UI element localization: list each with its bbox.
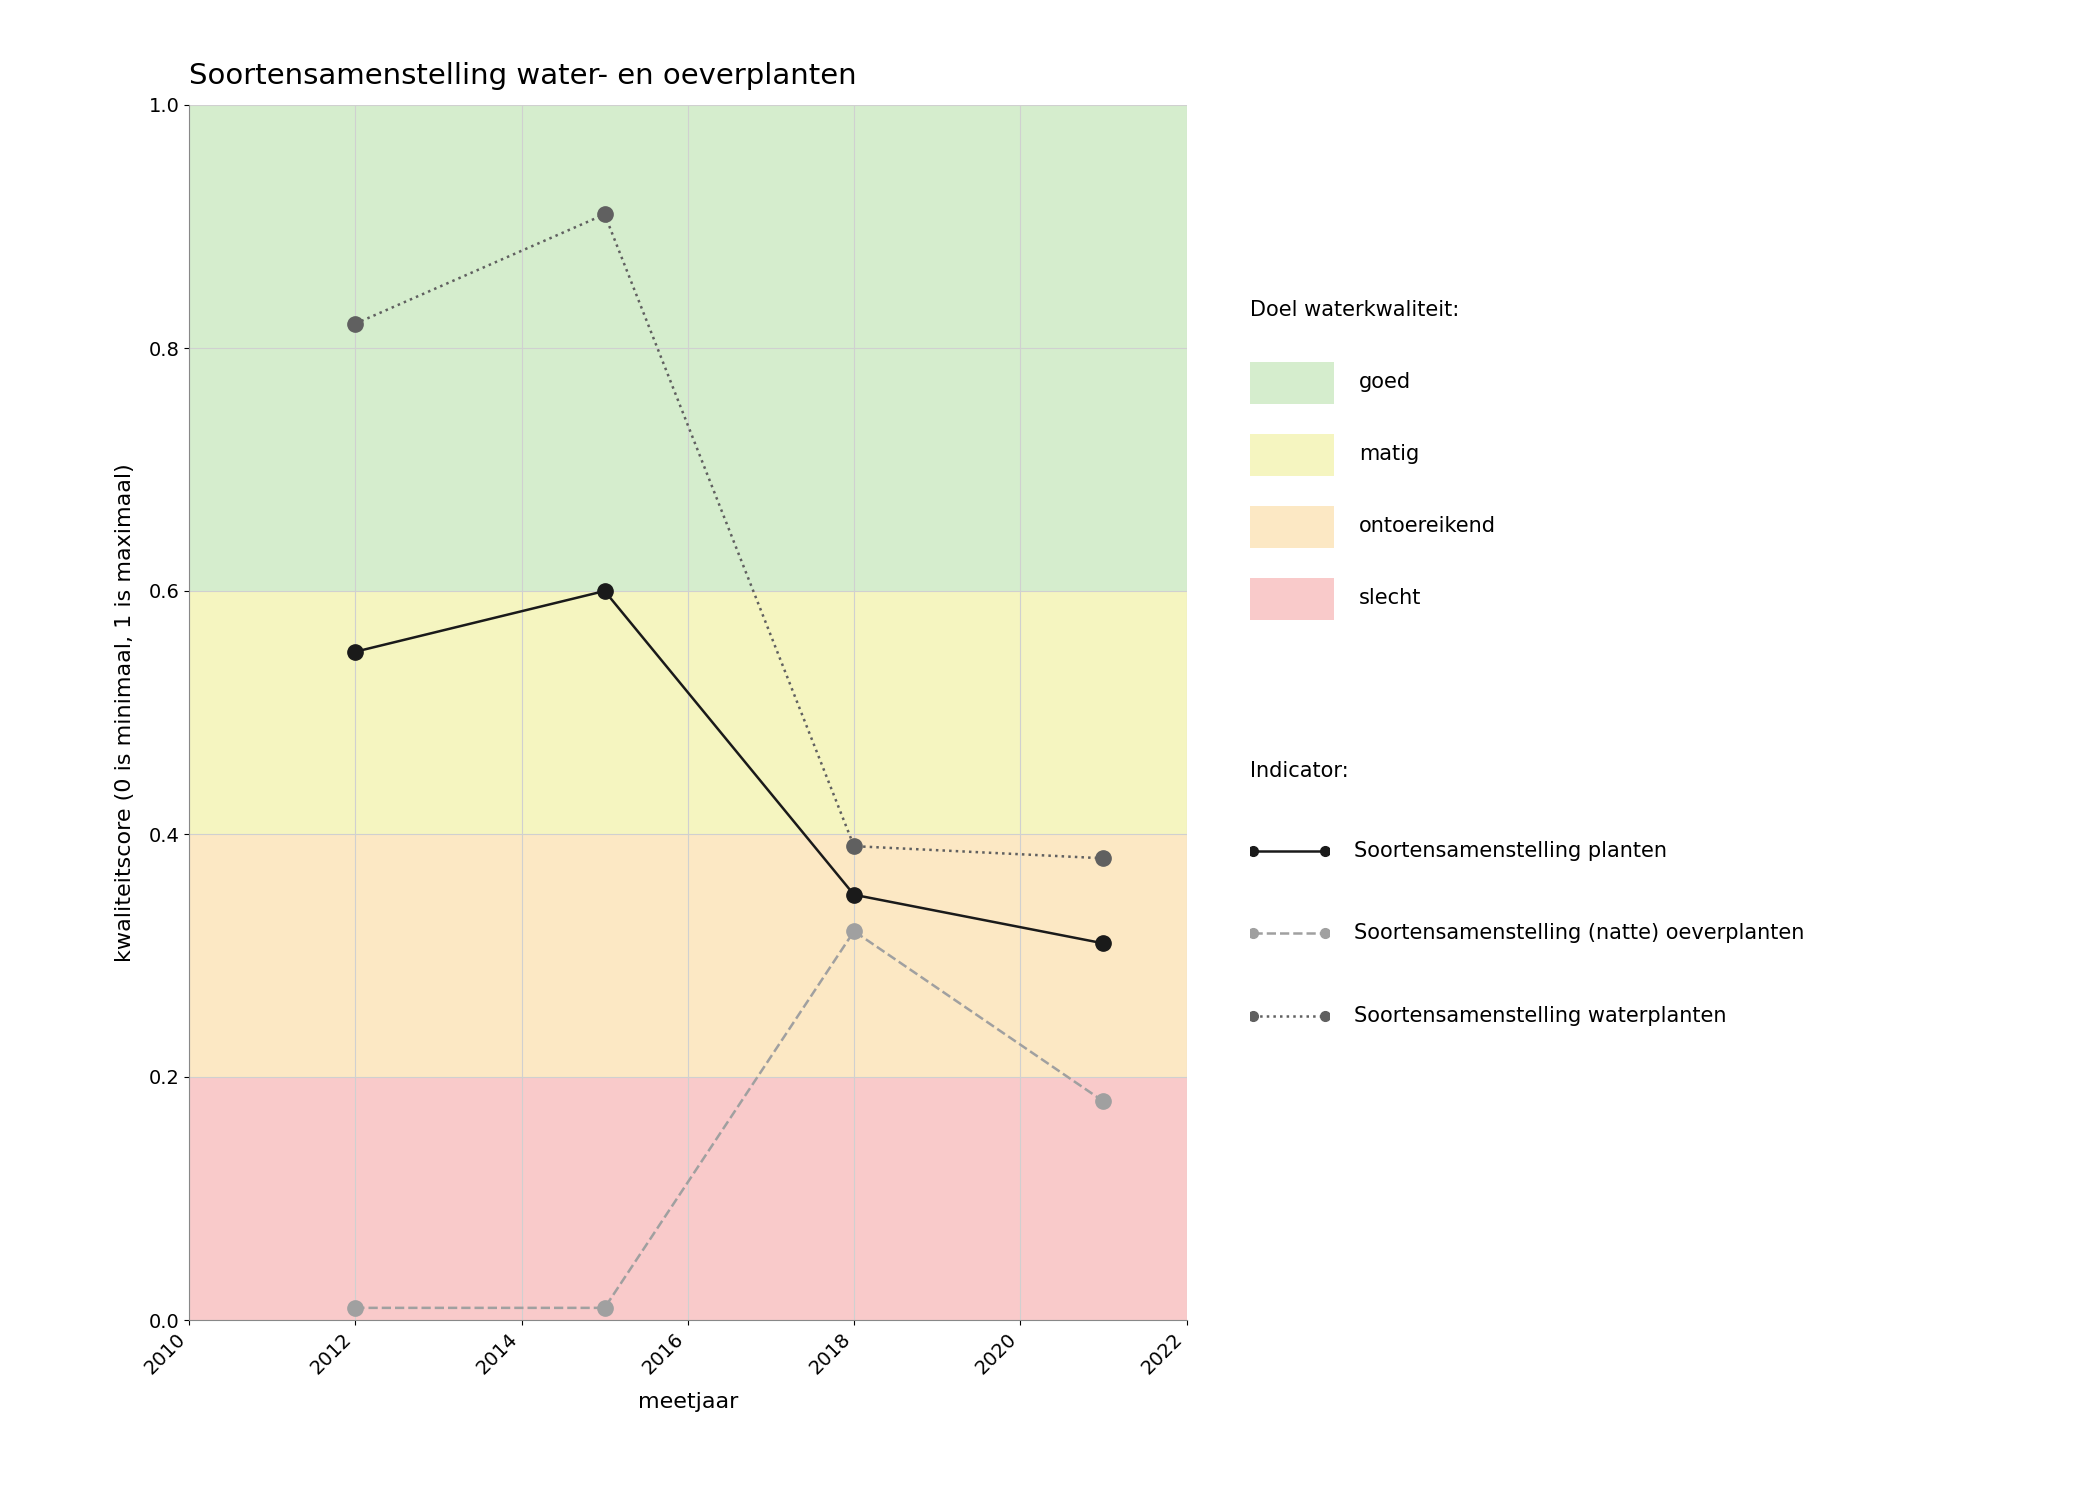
Text: Soortensamenstelling water- en oeverplanten: Soortensamenstelling water- en oeverplan… [189, 62, 857, 90]
Bar [189, 591, 1186, 834]
Bar [189, 834, 1186, 1077]
Text: slecht: slecht [1359, 588, 1422, 609]
Text: Soortensamenstelling waterplanten: Soortensamenstelling waterplanten [1354, 1005, 1726, 1026]
Text: matig: matig [1359, 444, 1420, 465]
Y-axis label: kwaliteitscore (0 is minimaal, 1 is maximaal): kwaliteitscore (0 is minimaal, 1 is maxi… [116, 464, 134, 962]
Bar [189, 1077, 1186, 1320]
Text: ontoereikend: ontoereikend [1359, 516, 1495, 537]
Bar [189, 105, 1186, 591]
X-axis label: meetjaar: meetjaar [638, 1392, 737, 1411]
Text: goed: goed [1359, 372, 1411, 393]
Text: Soortensamenstelling (natte) oeverplanten: Soortensamenstelling (natte) oeverplante… [1354, 922, 1804, 944]
Text: Soortensamenstelling planten: Soortensamenstelling planten [1354, 840, 1667, 861]
Text: Indicator:: Indicator: [1250, 760, 1348, 780]
Text: Doel waterkwaliteit:: Doel waterkwaliteit: [1250, 300, 1460, 320]
